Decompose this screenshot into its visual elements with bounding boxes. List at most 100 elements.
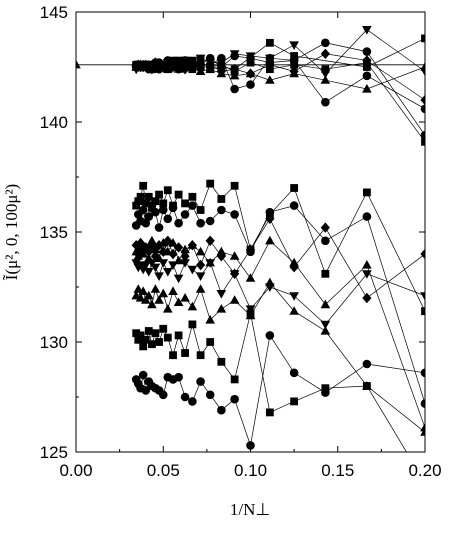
series-14-point [134,335,143,344]
series-7-point [188,65,197,74]
series-11-point [154,240,164,251]
series-9-point [362,212,372,221]
series-8-point [206,179,215,188]
series-6-line [135,42,425,136]
x-tick-label: 0.00 [59,461,92,480]
series-13-point [320,326,331,335]
series-7-point [132,60,141,69]
series-15 [131,331,425,450]
x-axis-title: 1/N⊥ [230,500,270,519]
series-10-point [245,273,256,282]
series-11-point [216,251,226,262]
series-12-point [168,261,178,270]
series-9-point [174,218,183,228]
series-9-point [163,214,173,224]
series-11-point [289,262,299,273]
series-9-point [205,216,215,226]
series-7-point [230,67,239,76]
series-7-point [321,65,330,74]
series-3-point [265,75,275,84]
series-11-point [320,222,330,233]
series-1-point [265,38,274,47]
series-3-point [362,84,372,93]
series-7-point [217,60,226,69]
series-14-point [362,382,371,390]
y-tick-label: 135 [40,223,68,242]
series-7-point [169,60,177,69]
series-7-point [163,65,172,74]
series-12-point [154,272,164,281]
series-14-point [141,335,150,344]
series-8-point [134,197,143,206]
series-5-point [321,97,330,107]
series-8-point [136,192,145,201]
series-4-point [320,48,330,59]
y-tick-label: 145 [40,3,68,22]
series-9-point [289,201,299,210]
series-12-point [216,290,227,299]
series-7-point [246,58,255,67]
series-8-point [139,181,148,190]
series-9-point [147,201,157,210]
series-1-point [290,52,299,60]
series-12-point [143,268,154,277]
series-8-point [155,190,163,199]
series-11-point [135,237,146,249]
series-15-point [420,368,425,378]
series-2-point [362,26,372,35]
series-14-point [159,324,168,333]
series-5-point [420,104,425,114]
series-13-point [154,295,164,304]
series-14-point [217,357,226,366]
series-14-point [421,479,429,487]
series-14-point [181,349,189,357]
series-8-point [163,186,172,195]
series-7-point [206,63,215,71]
series-6-point [321,38,330,48]
series-13-point [131,290,142,300]
series-13-point [173,297,184,306]
series-15-point [163,372,173,382]
series-14-point [151,329,160,338]
series-6-point [230,51,239,61]
series-6-point [362,47,372,56]
series-15-point [131,375,141,384]
series-8-point [230,181,239,190]
series-13-point [229,295,240,304]
series-13-point [138,286,148,295]
series-9-point [154,223,164,232]
series-14-point [163,333,172,342]
series-8-point [159,199,168,208]
series-7-point [181,60,189,69]
series-8-point [188,192,197,201]
series-13-point [133,284,144,293]
series-15-point [289,368,299,378]
series-10-point [180,244,190,254]
series-8-point [141,199,150,208]
series-10-point [168,238,178,247]
series-13-point [135,293,146,302]
series-11-point [362,292,372,304]
series-3-point [320,75,331,84]
series-9-point [420,399,425,408]
series-12-point [362,270,372,279]
series-6-point [205,53,215,63]
series-11-point [205,235,215,246]
series-8-point [321,269,330,278]
series-14-point [230,375,239,384]
series-12-point [195,272,206,281]
series-12-point [131,259,142,268]
series-15-point [230,394,239,404]
series-9-point [321,236,330,246]
series-10-point [195,246,206,256]
series-13 [131,277,425,436]
series-12-point [180,259,190,268]
series-7-point [159,60,168,69]
series-13-point [180,293,190,302]
series-4-point [420,94,425,106]
series-8-point [217,195,226,203]
series-7-point [196,58,205,67]
series-12-point [162,268,173,277]
series-15-point [138,370,148,380]
